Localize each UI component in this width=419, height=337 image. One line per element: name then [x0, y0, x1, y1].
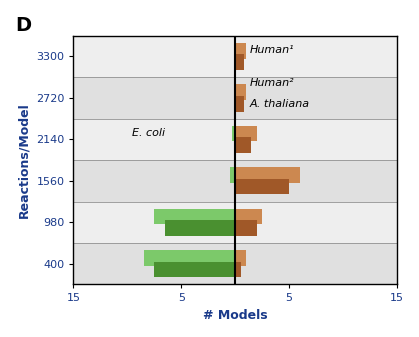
- Bar: [235, 167, 300, 183]
- Bar: [235, 84, 246, 100]
- Bar: [73, 36, 397, 77]
- Bar: [73, 119, 397, 160]
- Bar: [235, 126, 257, 142]
- Bar: [235, 96, 244, 112]
- Bar: [235, 43, 246, 59]
- Bar: [235, 220, 257, 236]
- Bar: [235, 54, 244, 70]
- X-axis label: # Models: # Models: [203, 309, 268, 322]
- Bar: [154, 262, 235, 277]
- Bar: [230, 167, 235, 183]
- Y-axis label: Reactions/Model: Reactions/Model: [18, 102, 31, 218]
- Bar: [73, 202, 397, 243]
- Bar: [235, 262, 241, 277]
- Bar: [235, 250, 246, 266]
- Bar: [235, 137, 251, 153]
- Text: E. coli: E. coli: [132, 128, 166, 138]
- Text: Human¹: Human¹: [249, 45, 294, 55]
- Text: A. thaliana: A. thaliana: [249, 99, 309, 109]
- Bar: [144, 250, 235, 266]
- Bar: [235, 179, 289, 194]
- Bar: [73, 243, 397, 284]
- Bar: [165, 220, 235, 236]
- Bar: [232, 126, 235, 142]
- Bar: [235, 209, 262, 224]
- Text: Human²: Human²: [249, 79, 294, 88]
- Bar: [154, 209, 235, 224]
- Bar: [73, 77, 397, 119]
- Text: D: D: [15, 16, 31, 35]
- Bar: [73, 160, 397, 202]
